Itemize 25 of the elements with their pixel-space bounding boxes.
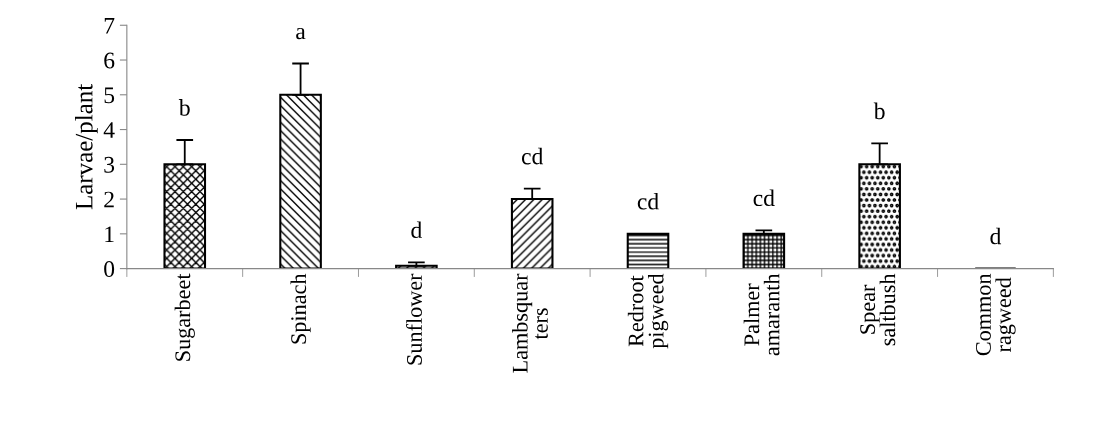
x-tick-label: Spinach xyxy=(290,273,311,344)
x-tick-label: Sugarbeet xyxy=(174,273,195,361)
data-label: a xyxy=(296,27,306,40)
x-tick-label: Redroot pigweed xyxy=(627,273,669,349)
data-label: cd xyxy=(637,192,659,210)
y-tick-label: 5 xyxy=(104,87,115,104)
data-label: cd xyxy=(521,147,544,165)
y-axis-title: Larvae/plant xyxy=(75,83,98,210)
data-label: b xyxy=(873,102,885,120)
data-label: cd xyxy=(753,189,775,207)
x-tick-label: Spear saltbush xyxy=(860,273,896,346)
x-tick-label: Common ragweed xyxy=(975,273,1016,356)
data-label: d xyxy=(990,227,1002,245)
x-tick-label: Lambsquar ters xyxy=(512,273,548,373)
y-tick-label: 6 xyxy=(104,52,115,69)
y-tick-label: 4 xyxy=(103,122,115,138)
y-tick-label: 2 xyxy=(104,191,114,208)
x-tick-label: Palmer amaranth xyxy=(743,273,780,356)
y-tick-label: 7 xyxy=(104,17,115,34)
x-tick-label: Sunflower xyxy=(406,273,422,365)
data-label: d xyxy=(411,221,422,239)
y-tick-label: 0 xyxy=(104,261,115,278)
y-tick-label: 1 xyxy=(105,226,114,243)
data-label: b xyxy=(178,99,190,116)
y-tick-label: 3 xyxy=(104,156,115,173)
